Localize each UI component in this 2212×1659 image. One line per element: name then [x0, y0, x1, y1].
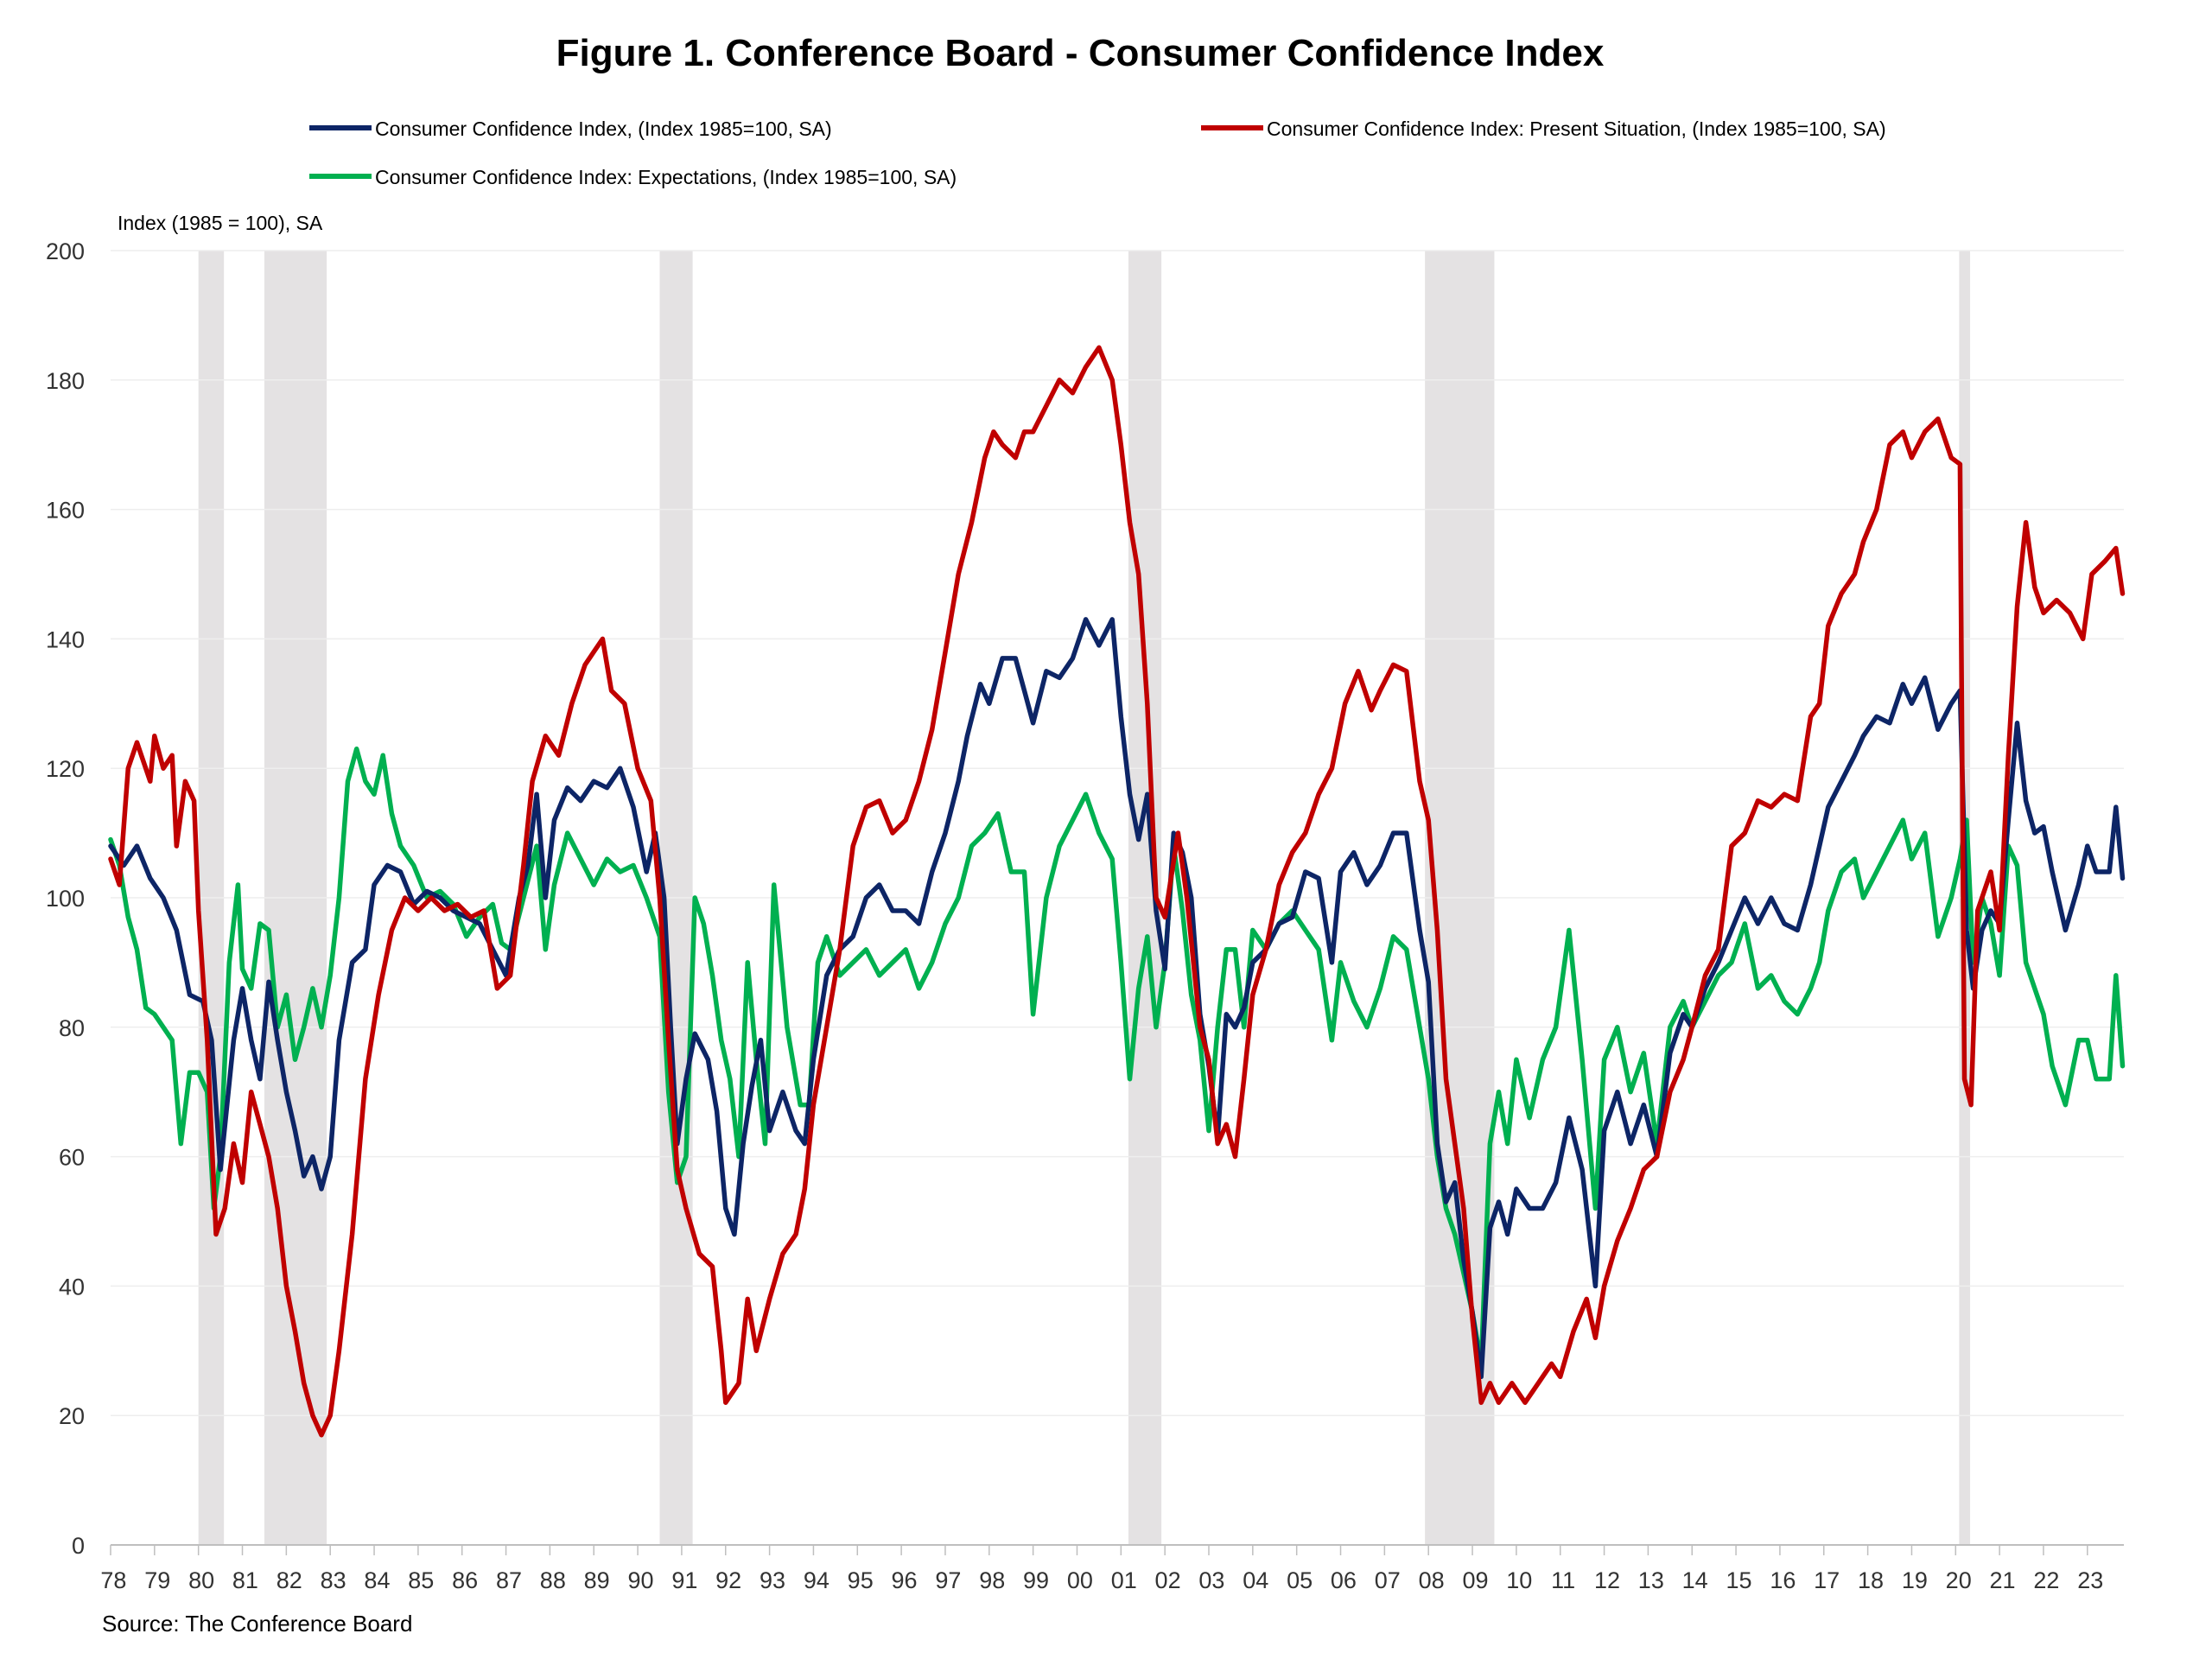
x-tick-label-21: 21 — [1990, 1567, 2016, 1593]
x-tick-label-20: 20 — [1946, 1567, 1972, 1593]
legend: Consumer Confidence Index, (Index 1985=1… — [309, 118, 1886, 188]
legend-item-expectations[interactable]: Consumer Confidence Index: Expectations,… — [309, 166, 957, 188]
x-tick-label-79: 79 — [144, 1567, 170, 1593]
y-axis-ticks: 0 20 40 60 80 100 120 140 160 180 200 — [46, 238, 85, 1559]
x-tick-label-07: 07 — [1375, 1567, 1401, 1593]
x-tick-label-81: 81 — [232, 1567, 258, 1593]
y-tick-label-120: 120 — [46, 756, 85, 782]
y-tick-label-140: 140 — [46, 626, 85, 652]
x-tick-label-03: 03 — [1198, 1567, 1224, 1593]
x-tick-label-97: 97 — [935, 1567, 961, 1593]
y-tick-label-0: 0 — [72, 1533, 85, 1559]
x-tick-label-83: 83 — [321, 1567, 346, 1593]
x-tick-label-23: 23 — [2077, 1567, 2103, 1593]
x-tick-label-89: 89 — [584, 1567, 610, 1593]
x-tick-label-90: 90 — [627, 1567, 653, 1593]
y-tick-label-40: 40 — [59, 1274, 85, 1300]
x-tick-label-00: 00 — [1067, 1567, 1093, 1593]
x-tick-label-19: 19 — [1902, 1567, 1928, 1593]
x-tick-label-99: 99 — [1023, 1567, 1049, 1593]
y-tick-label-80: 80 — [59, 1015, 85, 1041]
x-tick-label-93: 93 — [760, 1567, 785, 1593]
legend-label-total: Consumer Confidence Index, (Index 1985=1… — [375, 118, 832, 140]
legend-item-present[interactable]: Consumer Confidence Index: Present Situa… — [1201, 118, 1886, 140]
x-tick-label-17: 17 — [1814, 1567, 1840, 1593]
x-tick-label-13: 13 — [1638, 1567, 1664, 1593]
x-tick-label-18: 18 — [1858, 1567, 1884, 1593]
x-tick-label-01: 01 — [1111, 1567, 1137, 1593]
x-tick-label-82: 82 — [276, 1567, 302, 1593]
gridlines — [111, 250, 2124, 1546]
x-tick-label-16: 16 — [1770, 1567, 1796, 1593]
y-tick-label-60: 60 — [59, 1145, 85, 1171]
legend-item-total[interactable]: Consumer Confidence Index, (Index 1985=1… — [309, 118, 832, 140]
y-tick-label-160: 160 — [46, 498, 85, 524]
legend-label-expectations: Consumer Confidence Index: Expectations,… — [375, 166, 957, 188]
series-line-1 — [108, 345, 2126, 1438]
x-tick-label-85: 85 — [408, 1567, 434, 1593]
x-tick-label-15: 15 — [1726, 1567, 1751, 1593]
x-tick-label-06: 06 — [1331, 1567, 1357, 1593]
x-tick-label-88: 88 — [540, 1567, 566, 1593]
x-tick-label-96: 96 — [892, 1567, 918, 1593]
x-tick-label-95: 95 — [848, 1567, 874, 1593]
series-line-2 — [108, 746, 2126, 1367]
x-tick-label-05: 05 — [1287, 1567, 1313, 1593]
x-tick-label-98: 98 — [979, 1567, 1005, 1593]
x-tick-label-22: 22 — [2033, 1567, 2059, 1593]
x-tick-label-87: 87 — [496, 1567, 522, 1593]
x-tick-label-10: 10 — [1506, 1567, 1532, 1593]
x-tick-label-12: 12 — [1594, 1567, 1620, 1593]
x-tick-label-92: 92 — [715, 1567, 741, 1593]
x-axis-ticks: 78 79 80 81 82 83 84 85 86 87 88 89 90 91 92 93 94 95 96 97… — [100, 1545, 2103, 1593]
x-tick-label-94: 94 — [804, 1567, 830, 1593]
x-tick-label-02: 02 — [1155, 1567, 1181, 1593]
y-tick-label-200: 200 — [46, 238, 85, 264]
legend-label-present: Consumer Confidence Index: Present Situa… — [1267, 118, 1886, 140]
x-tick-label-08: 08 — [1419, 1567, 1445, 1593]
y-tick-label-100: 100 — [46, 886, 85, 912]
x-tick-label-04: 04 — [1243, 1567, 1268, 1593]
series-lines — [108, 345, 2126, 1438]
x-tick-label-91: 91 — [671, 1567, 697, 1593]
x-tick-label-14: 14 — [1682, 1567, 1708, 1593]
source-note: Source: The Conference Board — [102, 1611, 412, 1637]
x-tick-label-09: 09 — [1462, 1567, 1488, 1593]
x-tick-label-80: 80 — [188, 1567, 214, 1593]
x-tick-label-84: 84 — [364, 1567, 390, 1593]
y-axis-label: Index (1985 = 100), SA — [118, 212, 323, 234]
x-tick-label-78: 78 — [100, 1567, 126, 1593]
chart-title: Figure 1. Conference Board - Consumer Co… — [556, 32, 1605, 74]
x-tick-label-86: 86 — [452, 1567, 478, 1593]
x-tick-label-11: 11 — [1551, 1567, 1575, 1593]
y-tick-label-180: 180 — [46, 368, 85, 394]
series-line-0 — [108, 617, 2126, 1380]
y-tick-label-20: 20 — [59, 1403, 85, 1429]
